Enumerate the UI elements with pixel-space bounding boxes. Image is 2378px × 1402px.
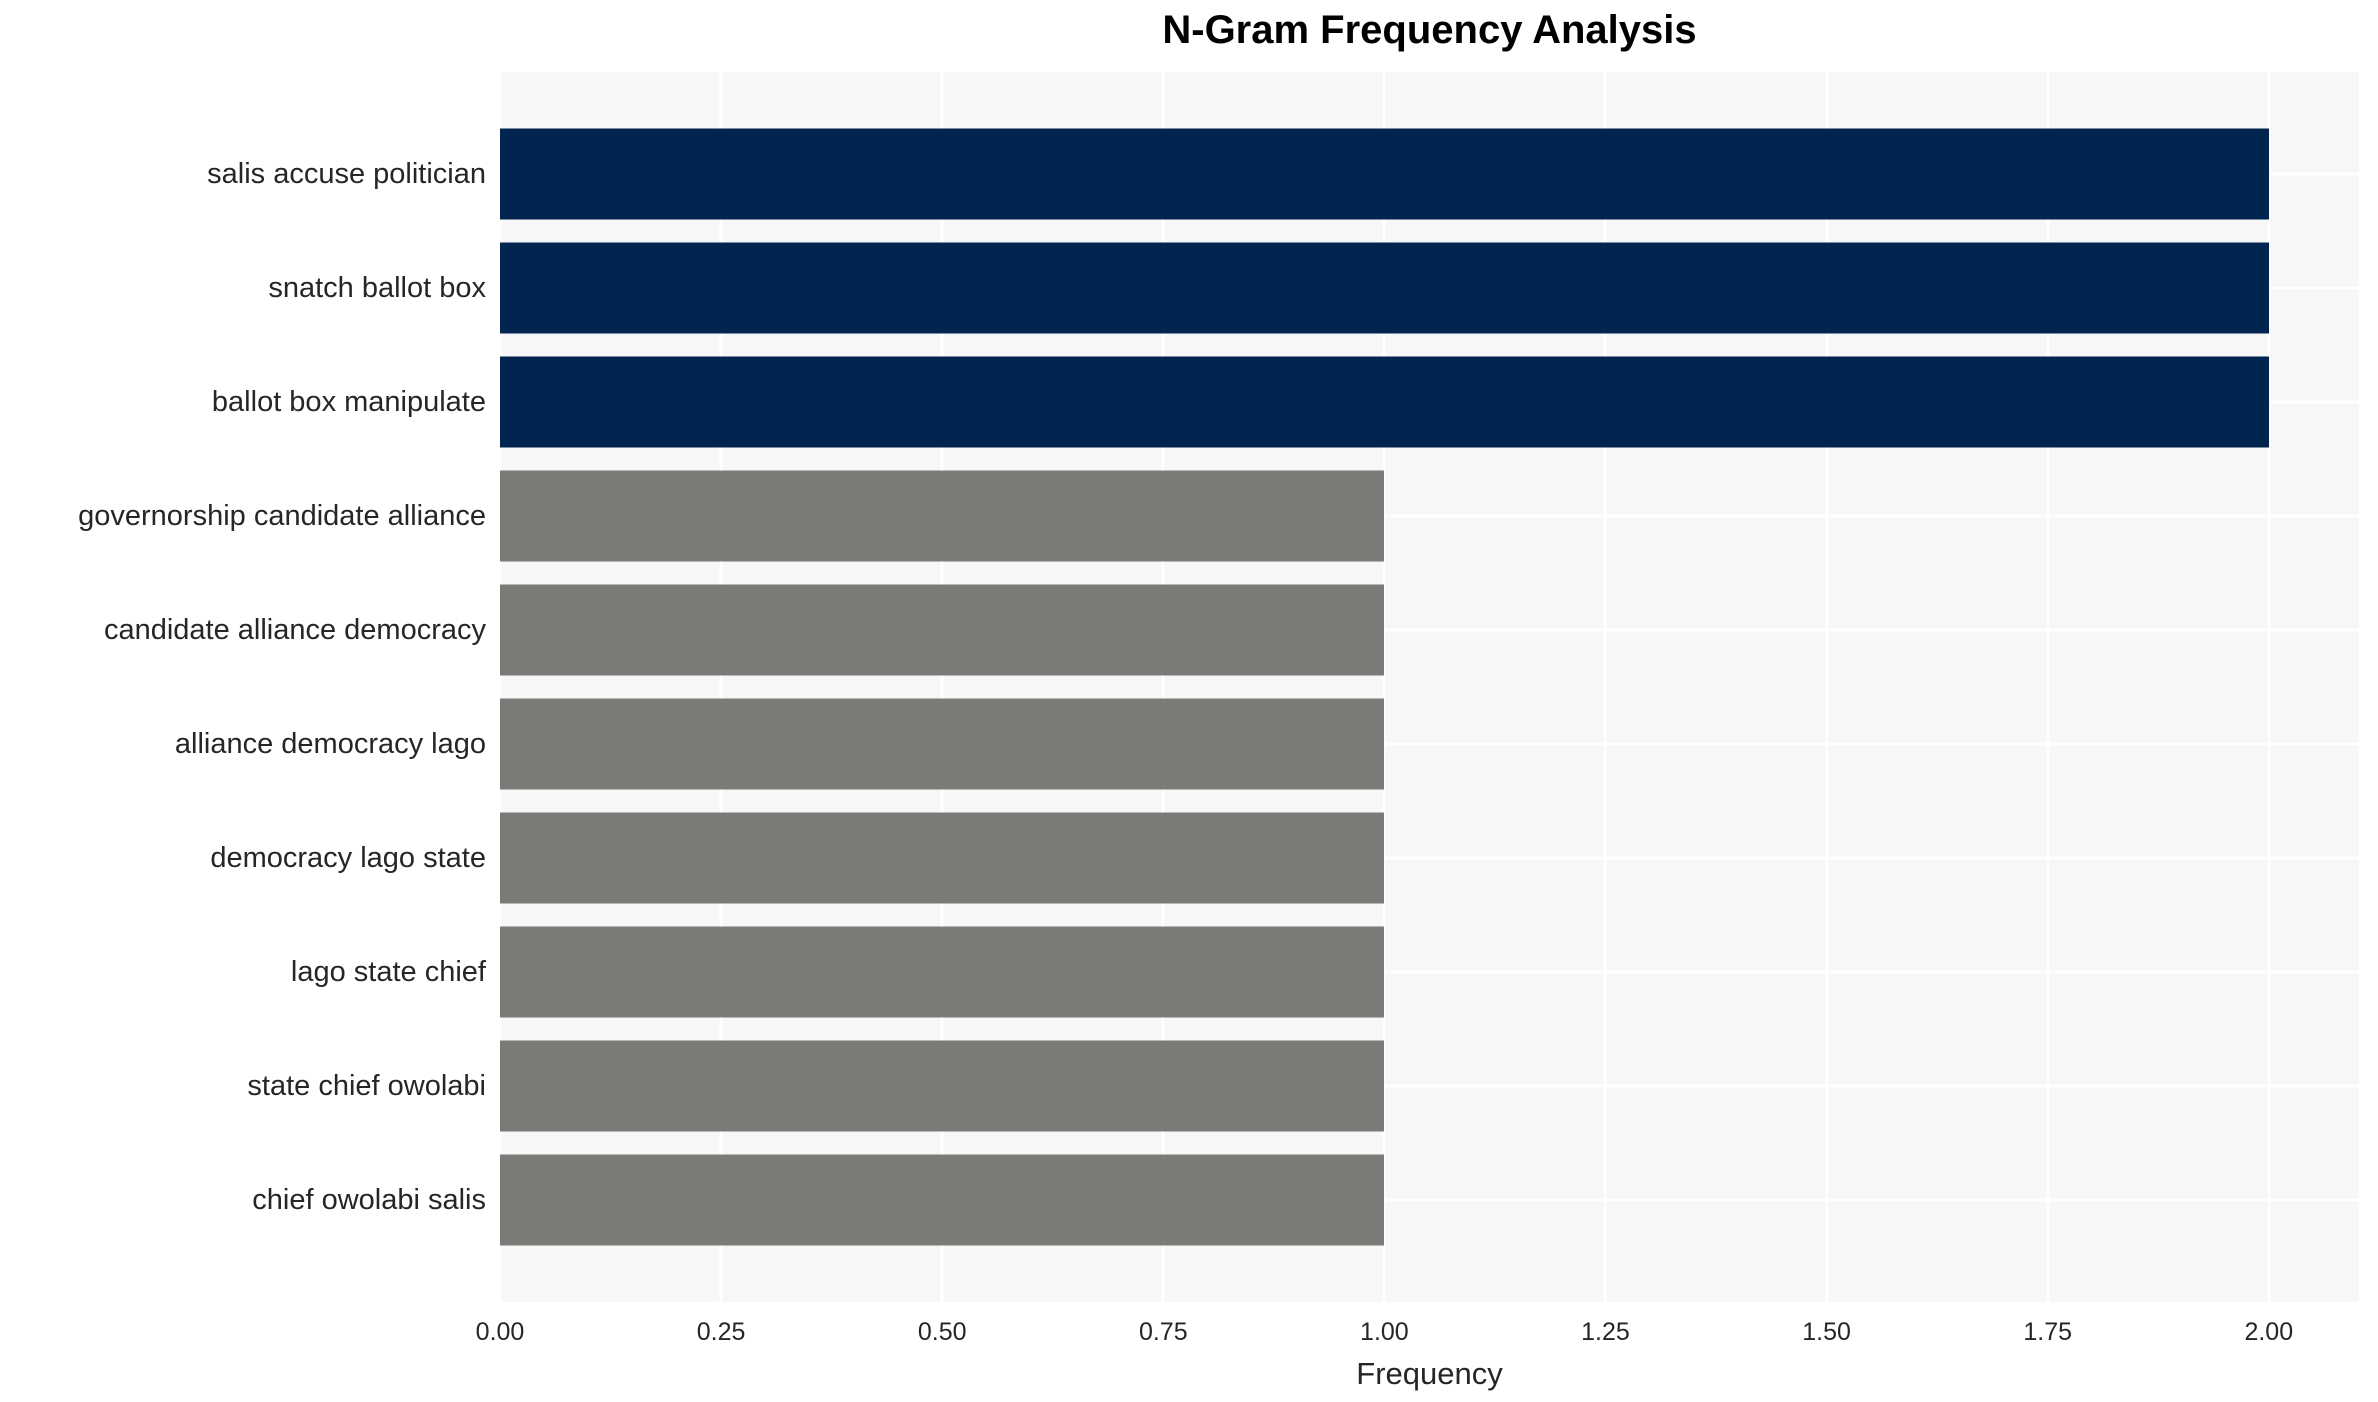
chart-title: N-Gram Frequency Analysis <box>1162 8 1697 52</box>
gridline-vertical <box>1603 72 1607 1302</box>
bar-row <box>500 345 2359 459</box>
x-tick-label: 2.00 <box>2244 1318 2294 1346</box>
gridline-vertical <box>940 72 944 1302</box>
gridline-horizontal <box>500 1084 2359 1088</box>
category-label: ballot box manipulate <box>211 385 486 418</box>
x-tick-label: 0.75 <box>1138 1318 1188 1346</box>
category-label: snatch ballot box <box>268 271 486 304</box>
x-tick-label: 0.25 <box>696 1318 746 1346</box>
gridline-vertical <box>1825 72 1829 1302</box>
gridline-horizontal <box>500 742 2359 746</box>
category-label: governorship candidate alliance <box>78 499 486 532</box>
category-label: salis accuse politician <box>207 157 486 190</box>
bar <box>500 926 1385 1018</box>
bar-row <box>500 801 2359 915</box>
gridline-horizontal <box>500 628 2359 632</box>
category-label: candidate alliance democracy <box>103 613 486 646</box>
gridline-vertical <box>2046 72 2050 1302</box>
gridline-vertical <box>1161 72 1165 1302</box>
gridline-horizontal <box>500 1198 2359 1202</box>
gridline-horizontal <box>500 970 2359 974</box>
bar <box>500 584 1385 676</box>
category-label: chief owolabi salis <box>252 1183 486 1216</box>
y-axis-category-labels: salis accuse politician snatch ballot box… <box>0 72 486 1302</box>
bar-row <box>500 1029 2359 1143</box>
category-label: alliance democracy lago <box>174 727 486 760</box>
bar-row <box>500 1143 2359 1257</box>
x-axis-tick-labels: 0.00 0.25 0.50 0.75 1.00 1.25 1.50 1.75 2.00 <box>476 1314 2359 1350</box>
x-tick-label: 1.25 <box>1581 1318 1630 1346</box>
x-tick-label: 1.75 <box>2023 1318 2073 1346</box>
bar-row <box>500 687 2359 801</box>
bar-row <box>500 573 2359 687</box>
bar <box>500 470 1385 562</box>
bar <box>500 128 2269 220</box>
bar <box>500 1154 1385 1246</box>
gridline-vertical <box>719 72 723 1302</box>
bar <box>500 1040 1385 1132</box>
bar-row <box>500 231 2359 345</box>
x-axis-title: Frequency <box>1356 1356 1503 1391</box>
gridline-vertical <box>2267 72 2271 1302</box>
bar-row <box>500 117 2359 231</box>
bar-rows <box>500 72 2359 1302</box>
bar <box>500 356 2269 448</box>
bar-row <box>500 915 2359 1029</box>
gridline-horizontal <box>500 856 2359 860</box>
x-tick-label: 1.00 <box>1360 1318 1409 1346</box>
plot-area <box>498 72 2359 1302</box>
category-label: democracy lago state <box>210 841 486 874</box>
gridline-vertical <box>498 72 502 1302</box>
x-tick-label: 0.50 <box>917 1318 967 1346</box>
bar <box>500 812 1385 904</box>
category-label: lago state chief <box>290 955 486 988</box>
gridline-vertical <box>1382 72 1386 1302</box>
x-tick-label: 1.50 <box>1802 1318 1851 1346</box>
bar <box>500 698 1385 790</box>
bar-row <box>500 459 2359 573</box>
bar <box>500 242 2269 334</box>
gridline-horizontal <box>500 514 2359 518</box>
category-label: state chief owolabi <box>247 1069 486 1102</box>
x-tick-label: 0.00 <box>475 1318 525 1346</box>
vertical-gridlines <box>498 72 2359 1302</box>
